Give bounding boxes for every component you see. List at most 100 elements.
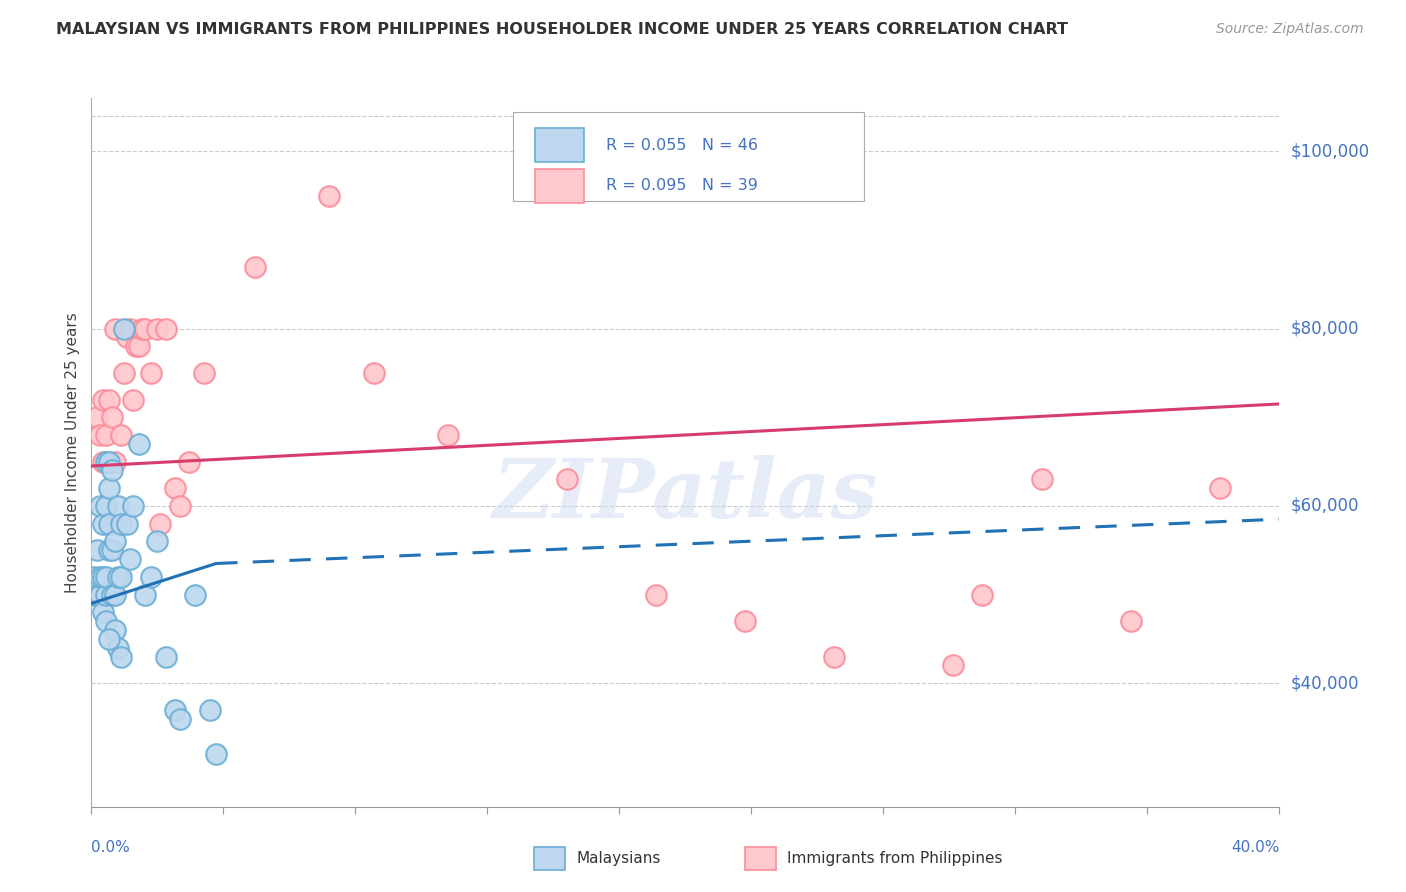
Point <box>149 516 172 531</box>
Point <box>118 552 141 566</box>
Point <box>91 605 114 619</box>
Point <box>134 587 156 601</box>
Point <box>193 366 215 380</box>
Point <box>163 481 186 495</box>
Text: $60,000: $60,000 <box>1291 497 1360 515</box>
Point <box>96 587 118 601</box>
Point <box>169 712 191 726</box>
Point <box>644 587 666 601</box>
Point <box>128 339 150 353</box>
Point <box>110 516 132 531</box>
Point <box>107 499 129 513</box>
Point <box>734 614 756 628</box>
Point <box>436 428 458 442</box>
Point <box>131 321 153 335</box>
Text: R = 0.095   N = 39: R = 0.095 N = 39 <box>606 178 758 194</box>
Point <box>96 614 118 628</box>
Point <box>98 392 121 407</box>
Point <box>96 570 118 584</box>
Point <box>205 747 228 761</box>
Point <box>98 481 121 495</box>
Point <box>139 366 162 380</box>
Text: Source: ZipAtlas.com: Source: ZipAtlas.com <box>1216 22 1364 37</box>
Point <box>86 410 108 425</box>
Point <box>91 516 114 531</box>
Point <box>86 587 108 601</box>
Point <box>101 543 124 558</box>
Point <box>363 366 385 380</box>
Point <box>107 640 129 655</box>
Text: $40,000: $40,000 <box>1291 674 1360 692</box>
Point <box>91 392 114 407</box>
Point <box>89 428 111 442</box>
Point <box>139 570 162 584</box>
Point <box>110 649 132 664</box>
Point <box>134 321 156 335</box>
Point <box>118 321 141 335</box>
Point <box>115 330 138 344</box>
FancyBboxPatch shape <box>513 112 863 201</box>
Text: Immigrants from Philippines: Immigrants from Philippines <box>787 851 1002 866</box>
Point <box>243 260 266 274</box>
Point <box>89 587 111 601</box>
Point <box>1031 472 1053 486</box>
Point <box>122 392 145 407</box>
Point <box>107 570 129 584</box>
Point <box>110 570 132 584</box>
Point <box>104 534 127 549</box>
Point <box>122 499 145 513</box>
FancyBboxPatch shape <box>534 169 585 202</box>
Point <box>972 587 994 601</box>
Point <box>89 499 111 513</box>
Text: R = 0.055   N = 46: R = 0.055 N = 46 <box>606 137 758 153</box>
Text: 0.0%: 0.0% <box>91 840 131 855</box>
Point <box>942 658 965 673</box>
Point <box>101 463 124 477</box>
Point <box>1209 481 1232 495</box>
Point <box>169 499 191 513</box>
Point <box>115 516 138 531</box>
Point <box>155 649 177 664</box>
Point <box>112 321 135 335</box>
Point <box>110 428 132 442</box>
Point <box>155 321 177 335</box>
Point <box>1119 614 1142 628</box>
Point <box>83 587 105 601</box>
Point <box>184 587 207 601</box>
Point <box>112 366 135 380</box>
Point <box>96 428 118 442</box>
Text: $100,000: $100,000 <box>1291 143 1369 161</box>
Point <box>555 472 578 486</box>
Point <box>83 570 105 584</box>
Point <box>89 570 111 584</box>
Point <box>104 587 127 601</box>
Point <box>96 499 118 513</box>
Text: Malaysians: Malaysians <box>576 851 661 866</box>
Point <box>98 632 121 646</box>
Point <box>125 339 148 353</box>
Point <box>101 587 124 601</box>
Point <box>91 570 114 584</box>
Point <box>145 534 167 549</box>
Point <box>96 454 118 468</box>
Text: ZIPatlas: ZIPatlas <box>492 455 879 535</box>
Point <box>86 543 108 558</box>
Point <box>98 454 121 468</box>
Point <box>179 454 201 468</box>
Point <box>104 454 127 468</box>
Point <box>104 321 127 335</box>
Point <box>91 454 114 468</box>
Text: MALAYSIAN VS IMMIGRANTS FROM PHILIPPINES HOUSEHOLDER INCOME UNDER 25 YEARS CORRE: MALAYSIAN VS IMMIGRANTS FROM PHILIPPINES… <box>56 22 1069 37</box>
Point <box>128 437 150 451</box>
Point <box>101 410 124 425</box>
Point <box>104 623 127 637</box>
FancyBboxPatch shape <box>534 128 585 162</box>
Text: 40.0%: 40.0% <box>1232 840 1279 855</box>
Point <box>318 188 340 202</box>
Point <box>98 543 121 558</box>
Point <box>98 516 121 531</box>
Text: $80,000: $80,000 <box>1291 319 1360 337</box>
Point <box>823 649 845 664</box>
Point <box>163 703 186 717</box>
Point <box>200 703 222 717</box>
